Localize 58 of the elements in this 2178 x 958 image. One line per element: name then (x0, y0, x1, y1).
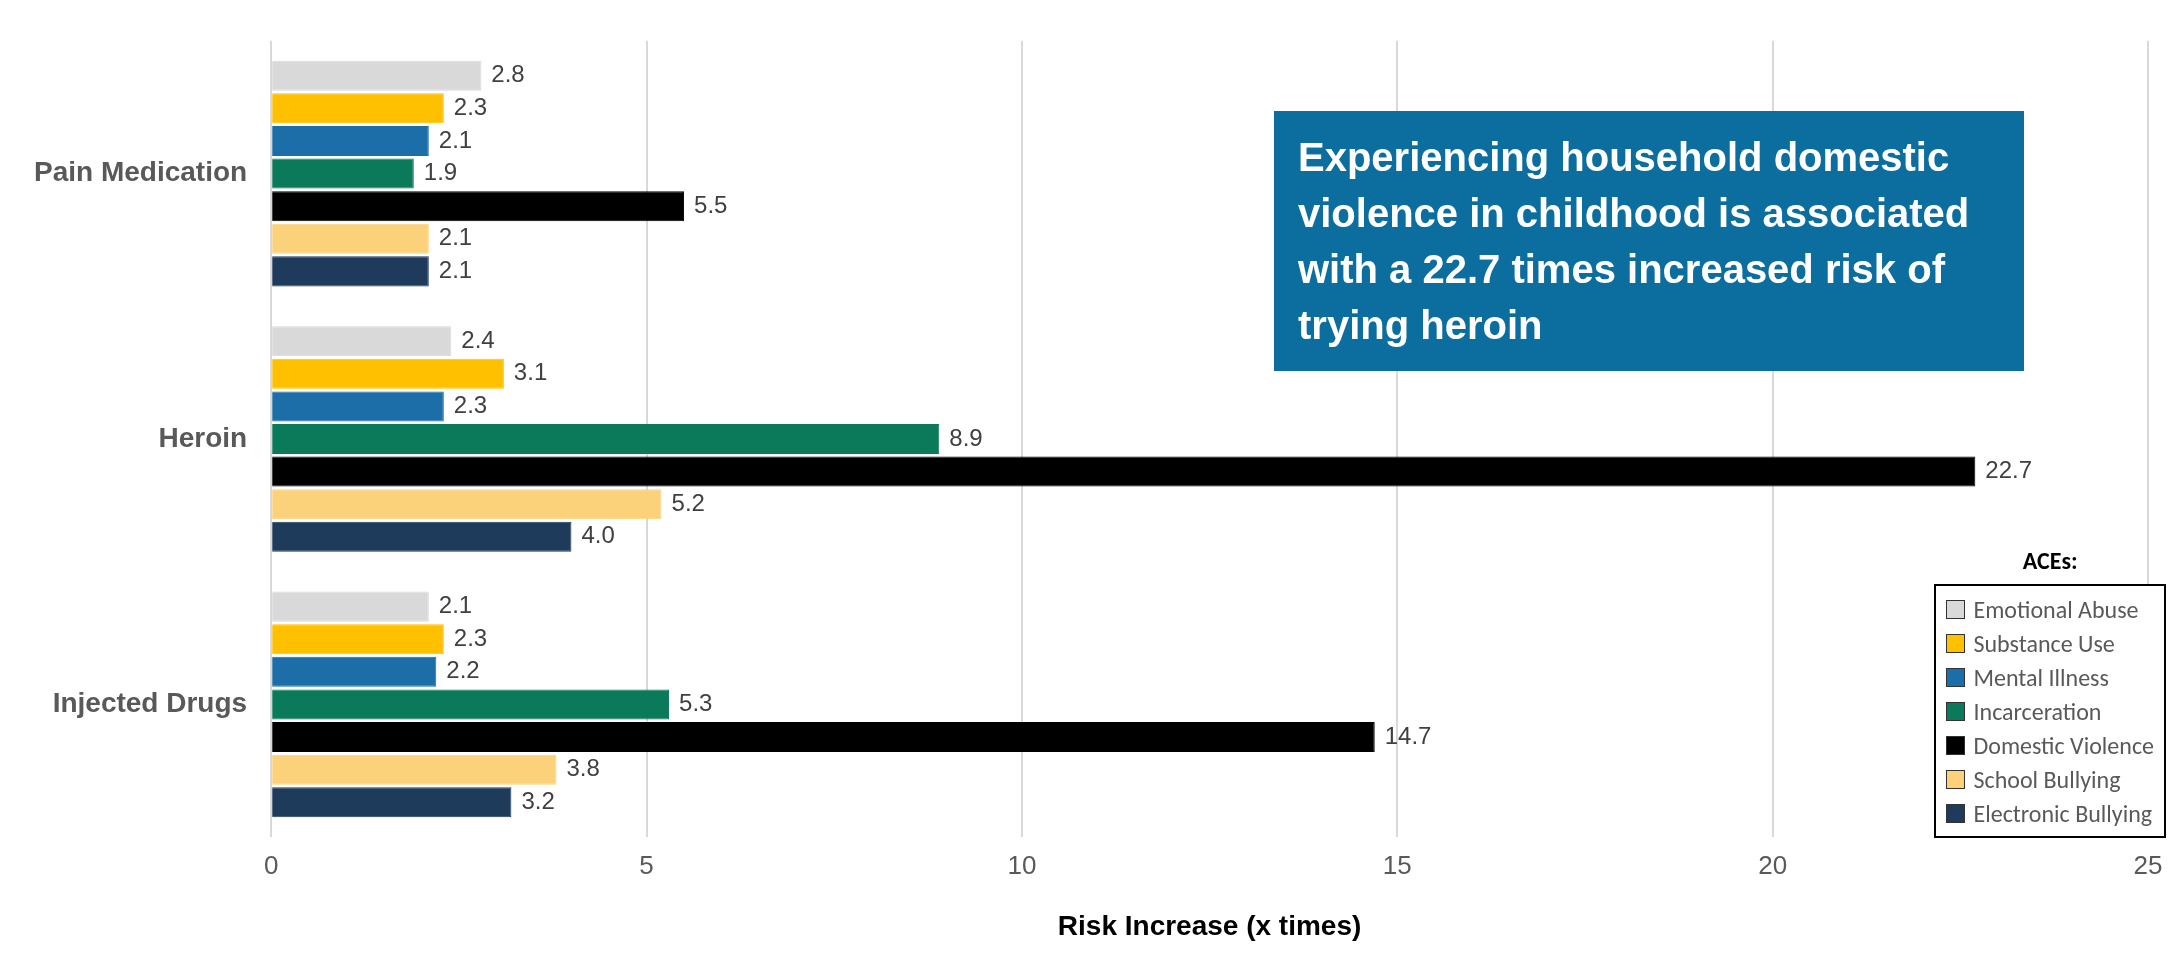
bar (272, 93, 444, 124)
legend-label: Domestic Violence (1973, 730, 2154, 760)
data-label: 2.4 (461, 325, 495, 353)
data-label: 14.7 (1384, 721, 1432, 749)
annotation: Experiencing household domestic violence in childhood is associated with a 22.7 times increased risk of trying heroin (1274, 111, 2024, 371)
data-label: 5.3 (679, 689, 713, 717)
bar (272, 624, 444, 655)
bar (272, 223, 429, 254)
bar (272, 489, 662, 520)
bar (272, 722, 1375, 753)
x-tick-label: 0 (263, 849, 279, 880)
x-tick-label: 5 (639, 849, 654, 880)
x-tick-label: 20 (1758, 849, 1788, 880)
data-label: 5.2 (671, 488, 705, 516)
data-label: 2.8 (491, 60, 525, 88)
data-label: 2.1 (438, 256, 473, 283)
data-label: 2.3 (453, 92, 488, 120)
data-label: 2.3 (453, 623, 488, 651)
bar (272, 689, 670, 720)
data-label: 5.5 (694, 190, 728, 218)
data-label: 4.0 (581, 521, 615, 549)
data-label: 2.2 (446, 656, 480, 684)
x-tick-label: 15 (1382, 849, 1412, 880)
y-tick-label: Pain Medication (33, 156, 248, 188)
data-label: 3.1 (513, 358, 548, 386)
bar (272, 424, 940, 454)
y-tick-label: Injected Drugs (52, 687, 248, 719)
bar (272, 125, 429, 156)
bar (272, 191, 685, 222)
bar (272, 521, 572, 552)
legend-label: School Bullying (1973, 764, 2121, 794)
x-tick-label: 10 (1007, 849, 1037, 880)
legend-label: Emotional Abuse (1973, 594, 2139, 624)
bar (272, 391, 444, 422)
bar (272, 358, 504, 389)
x-tick-label: 25 (2133, 849, 2163, 880)
legend-label: Mental Illness (1973, 662, 2109, 692)
bar (272, 787, 512, 818)
legend-title: ACEs: (2021, 546, 2079, 575)
bar (272, 256, 429, 287)
legend-label: Incarceration (1973, 696, 2102, 726)
legend-label: Electronic Bullying (1973, 798, 2153, 828)
bar (272, 456, 1976, 487)
bar (272, 754, 557, 785)
data-label: 8.9 (949, 423, 983, 451)
data-label: 2.1 (438, 591, 473, 619)
bar (272, 158, 414, 189)
data-label: 2.1 (438, 223, 473, 251)
data-label: 2.1 (438, 125, 473, 153)
x-axis-title: Risk Increase (x times) (1057, 909, 1362, 941)
y-tick-label: Heroin (158, 421, 248, 453)
bar (272, 656, 437, 687)
data-label: 3.2 (521, 786, 555, 814)
data-label: 22.7 (1985, 456, 2033, 484)
data-label: 2.3 (453, 391, 488, 419)
legend-label: Substance Use (1973, 628, 2115, 658)
data-label: 1.9 (423, 158, 458, 186)
data-label: 3.8 (566, 754, 600, 782)
